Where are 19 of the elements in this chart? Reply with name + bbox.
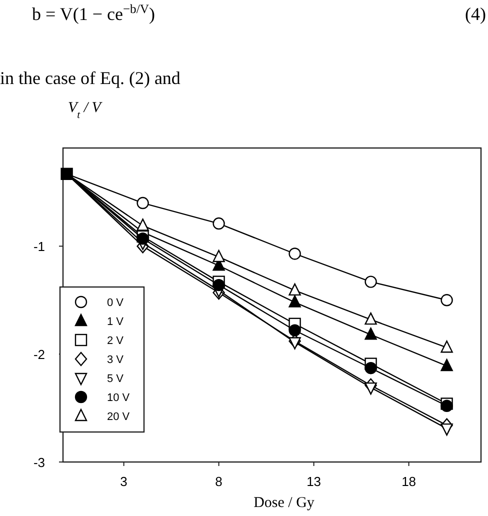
legend-label: 1 V bbox=[107, 316, 124, 328]
x-tick-label: 18 bbox=[402, 474, 416, 489]
x-tick-label: 3 bbox=[120, 474, 128, 489]
legend-label: 10 V bbox=[107, 392, 130, 404]
y-tick-label: -2 bbox=[33, 347, 45, 362]
legend-label: 2 V bbox=[107, 335, 124, 347]
x-axis-title: Dose / Gy bbox=[254, 495, 315, 511]
text: in the case of Eq. (2) and bbox=[0, 68, 180, 88]
y-tick-label: -1 bbox=[33, 239, 45, 254]
legend-label: 20 V bbox=[107, 411, 130, 423]
x-tick-label: 13 bbox=[306, 474, 322, 489]
y-axis-title: V$_{t}$ / V bbox=[68, 100, 103, 120]
text: (4) bbox=[465, 4, 486, 24]
legend-label: 0 V bbox=[107, 297, 124, 309]
x-tick-label: 8 bbox=[215, 474, 222, 489]
text: b = V(1 − ce$^{−b/V}$) bbox=[32, 2, 155, 24]
legend-label: 5 V bbox=[107, 373, 124, 385]
legend-label: 3 V bbox=[107, 354, 124, 366]
y-tick-label: -3 bbox=[33, 455, 45, 470]
